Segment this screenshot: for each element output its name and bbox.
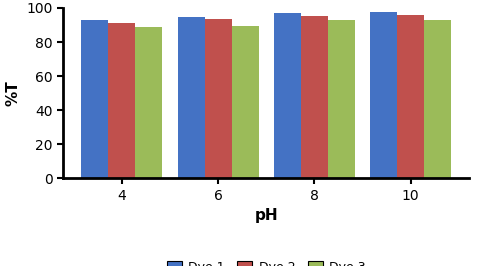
Y-axis label: %T: %T: [6, 80, 21, 106]
Bar: [424, 20, 451, 178]
Legend: Dye 1, Dye 2, Dye 3: Dye 1, Dye 2, Dye 3: [162, 256, 371, 266]
Bar: [231, 26, 258, 178]
Bar: [274, 13, 301, 178]
X-axis label: pH: pH: [255, 208, 278, 223]
Bar: [397, 15, 424, 178]
Bar: [370, 12, 397, 178]
Bar: [328, 20, 355, 178]
Bar: [81, 20, 108, 178]
Bar: [136, 27, 162, 178]
Bar: [178, 17, 205, 178]
Bar: [108, 23, 136, 178]
Bar: [301, 16, 328, 178]
Bar: [205, 19, 231, 178]
